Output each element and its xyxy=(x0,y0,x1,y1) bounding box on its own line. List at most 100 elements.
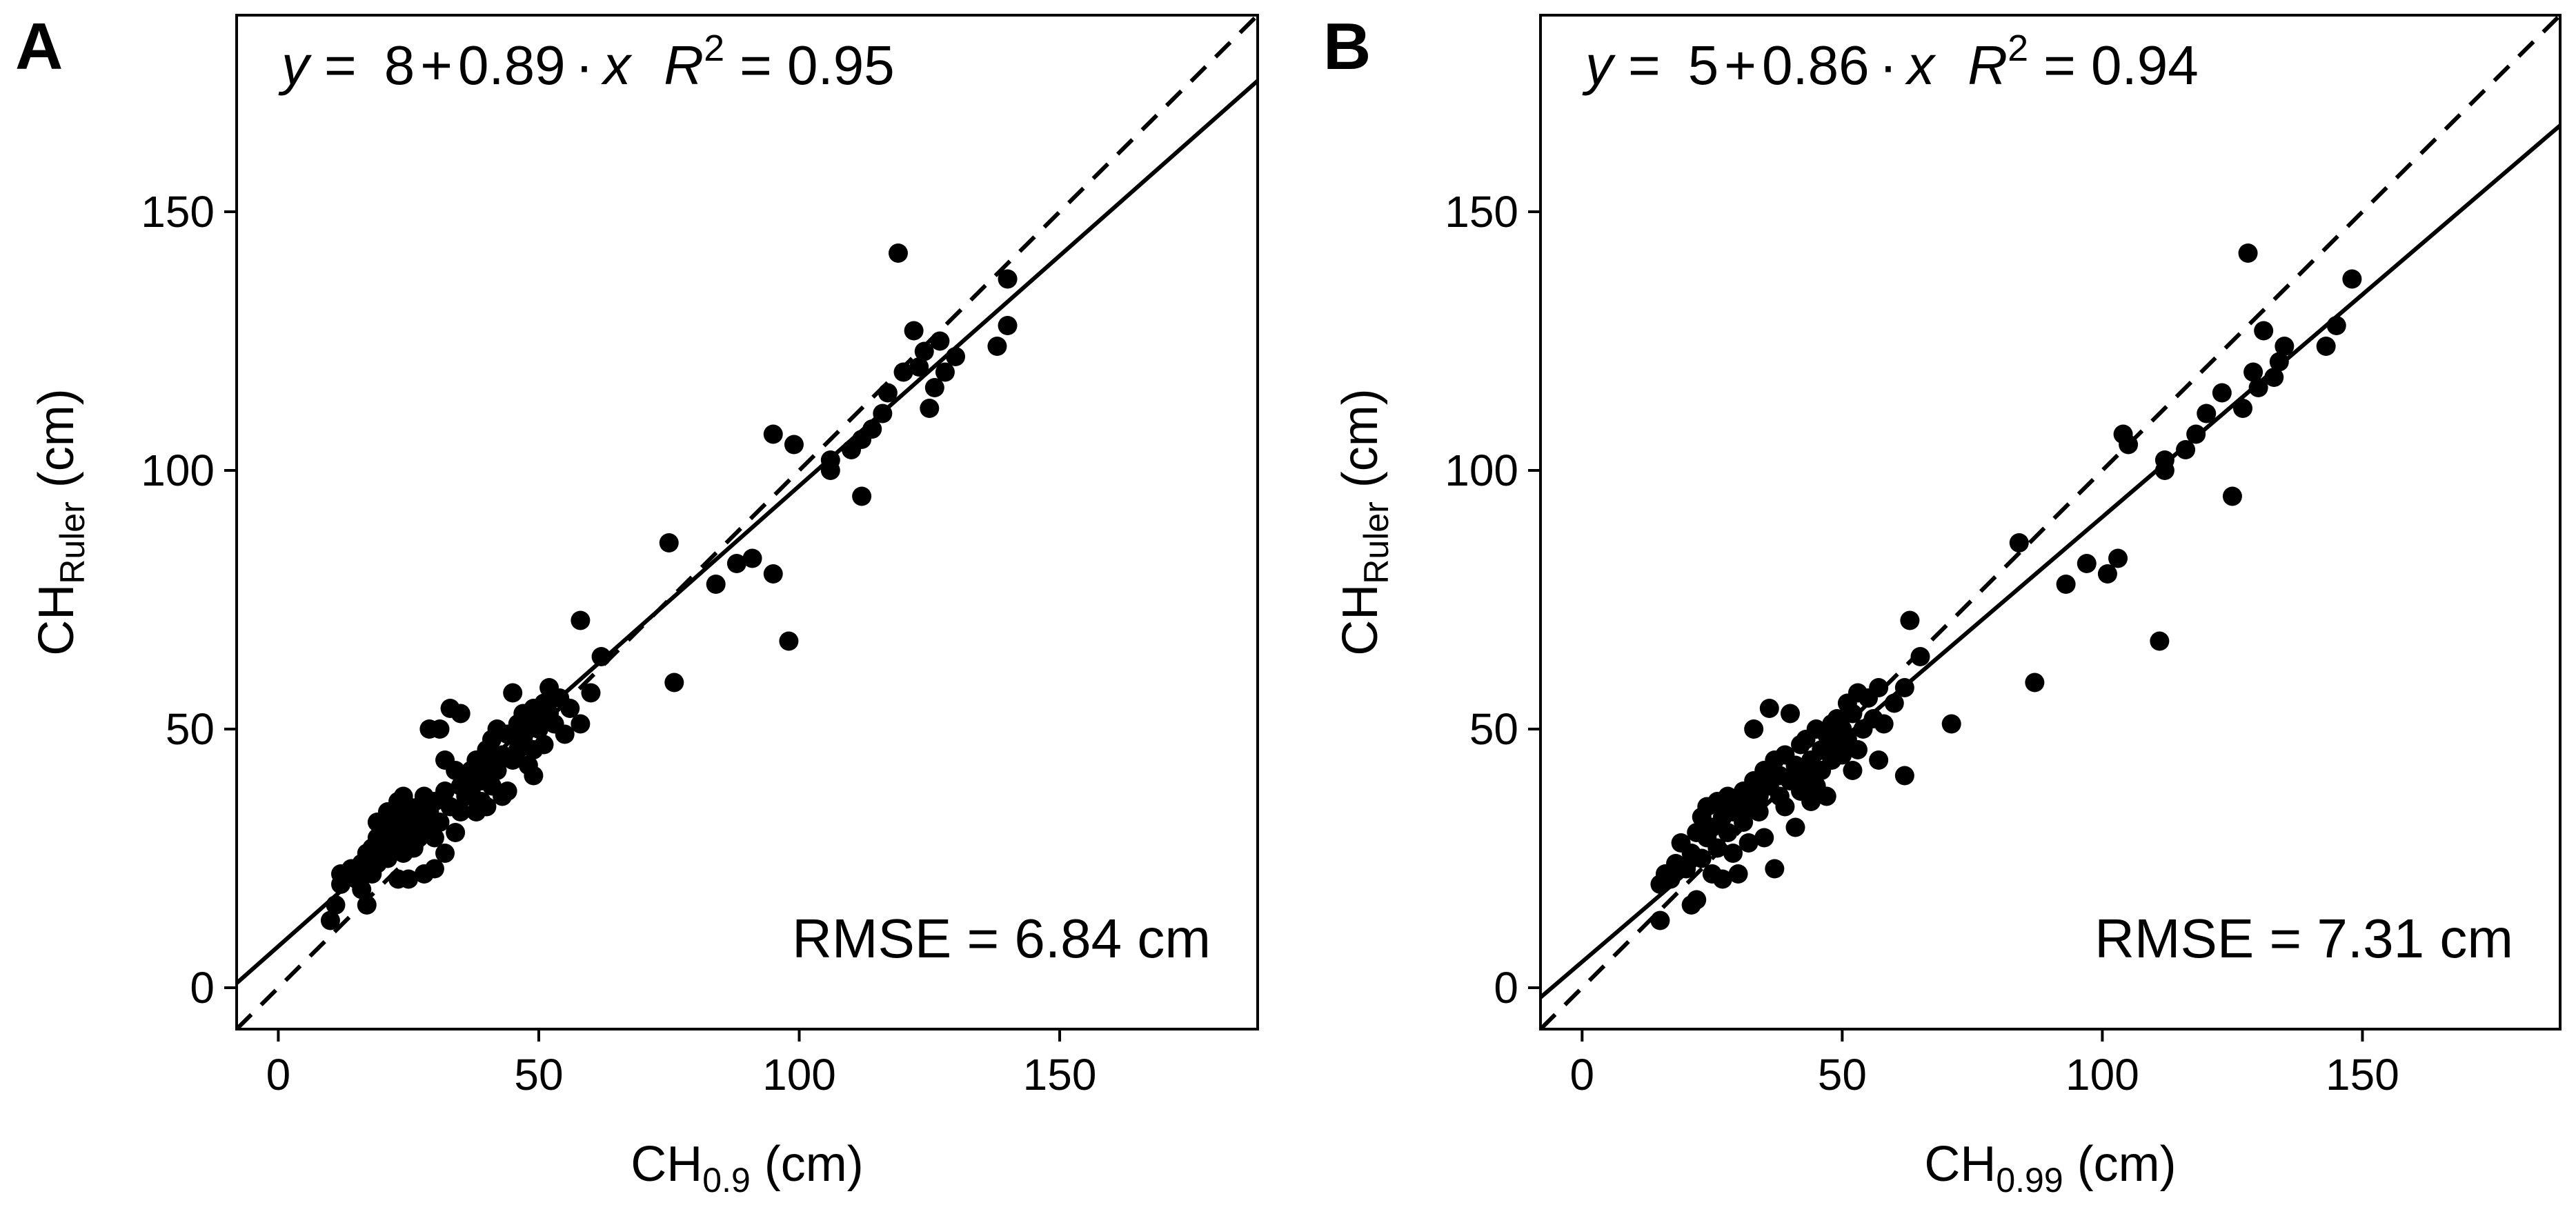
equation-slope: 0.86 xyxy=(1762,34,1870,96)
data-point xyxy=(2154,450,2174,470)
equation-equals: = xyxy=(1628,34,1661,96)
data-point xyxy=(1692,848,1712,868)
scatter-points xyxy=(320,243,1018,930)
x-tick-label: 100 xyxy=(2065,1050,2139,1099)
data-point xyxy=(1847,740,1867,759)
data-point xyxy=(446,823,466,842)
data-point xyxy=(424,828,444,848)
data-point xyxy=(1869,678,1889,697)
data-point xyxy=(726,554,746,573)
equation-plus: + xyxy=(1724,34,1756,96)
data-point xyxy=(2233,399,2253,418)
data-point xyxy=(1712,869,1732,889)
y-axis-title-subscript: Ruler xyxy=(53,501,92,584)
equation-equals: = xyxy=(324,34,357,96)
data-point xyxy=(435,781,455,801)
data-point xyxy=(2097,564,2117,584)
data-point xyxy=(1884,693,1904,713)
data-point xyxy=(930,331,950,351)
data-point xyxy=(1661,869,1681,889)
data-point xyxy=(2316,337,2336,356)
equation-r: R xyxy=(1968,34,2008,96)
data-point xyxy=(1765,859,1785,879)
equation-r2-value: = 0.95 xyxy=(740,34,895,96)
x-tick-label: 150 xyxy=(1023,1050,1097,1099)
data-point xyxy=(1894,766,1914,786)
data-point xyxy=(352,879,372,899)
data-point xyxy=(852,486,872,506)
data-point xyxy=(450,802,470,821)
scatter-points xyxy=(1650,243,2362,930)
data-point xyxy=(2025,673,2045,693)
data-point xyxy=(1749,802,1769,821)
data-point xyxy=(560,699,580,718)
data-point xyxy=(357,895,377,915)
equation-r-superscript: 2 xyxy=(704,28,724,69)
y-axis-title-subscript: Ruler xyxy=(1357,501,1396,584)
data-point xyxy=(1843,761,1863,780)
data-point xyxy=(2212,383,2232,403)
data-point xyxy=(946,347,966,366)
data-point xyxy=(2119,435,2139,455)
data-point xyxy=(2150,631,2170,651)
x-tick-label: 50 xyxy=(514,1050,563,1099)
y-axis-title: CHRuler (cm) xyxy=(29,388,92,655)
data-point xyxy=(914,341,934,361)
panel-label: B xyxy=(1323,10,1371,83)
plot-frame xyxy=(235,14,1259,1030)
data-point xyxy=(477,797,497,817)
x-axis-title-unit: (cm) xyxy=(751,1137,864,1192)
data-point xyxy=(2269,352,2289,372)
data-point xyxy=(784,435,804,455)
data-point xyxy=(1869,750,1889,770)
y-axis-title-main: CH xyxy=(29,584,84,656)
data-point xyxy=(2222,486,2242,506)
data-point xyxy=(2108,548,2128,568)
data-point xyxy=(2342,269,2362,289)
data-point xyxy=(862,419,882,439)
data-point xyxy=(2243,362,2263,382)
data-point xyxy=(1718,823,1738,842)
data-point xyxy=(1734,813,1754,832)
x-axis-title: CH0.99 (cm) xyxy=(1924,1137,2176,1199)
x-tick-label: 0 xyxy=(1570,1050,1595,1099)
data-point xyxy=(1723,844,1743,863)
data-point xyxy=(2077,554,2097,573)
data-point xyxy=(555,724,575,744)
data-point xyxy=(1874,714,1894,734)
data-point xyxy=(1941,714,1961,734)
x-tick-label: 0 xyxy=(266,1050,291,1099)
equation-plus: + xyxy=(420,34,453,96)
data-point xyxy=(581,683,601,703)
data-point xyxy=(430,813,450,832)
data-point xyxy=(1738,833,1758,853)
equation-intercept: 8 xyxy=(384,34,415,96)
data-point xyxy=(2326,316,2346,335)
data-point xyxy=(497,781,517,801)
data-point xyxy=(1900,610,1920,630)
data-point xyxy=(1744,719,1764,739)
equation-r-superscript: 2 xyxy=(2008,28,2028,69)
data-point xyxy=(430,719,450,739)
data-point xyxy=(326,895,346,915)
data-point xyxy=(742,548,762,568)
panel-label: A xyxy=(15,10,63,83)
equation-dot: · xyxy=(1879,34,1898,96)
data-point xyxy=(1785,817,1805,837)
data-point xyxy=(2248,378,2268,397)
data-point xyxy=(873,404,893,424)
reference-1to1-line xyxy=(1540,15,2560,1029)
data-point xyxy=(2009,533,2029,552)
data-point xyxy=(1687,890,1707,910)
data-point xyxy=(924,378,944,397)
data-point xyxy=(1894,678,1914,697)
data-point xyxy=(888,243,908,263)
data-point xyxy=(1780,704,1800,724)
rmse-label: RMSE = 6.84 cm xyxy=(792,908,1211,969)
equation-x: x xyxy=(1904,34,1936,96)
data-point xyxy=(524,766,544,786)
data-point xyxy=(1910,647,1930,666)
data-point xyxy=(920,399,940,418)
